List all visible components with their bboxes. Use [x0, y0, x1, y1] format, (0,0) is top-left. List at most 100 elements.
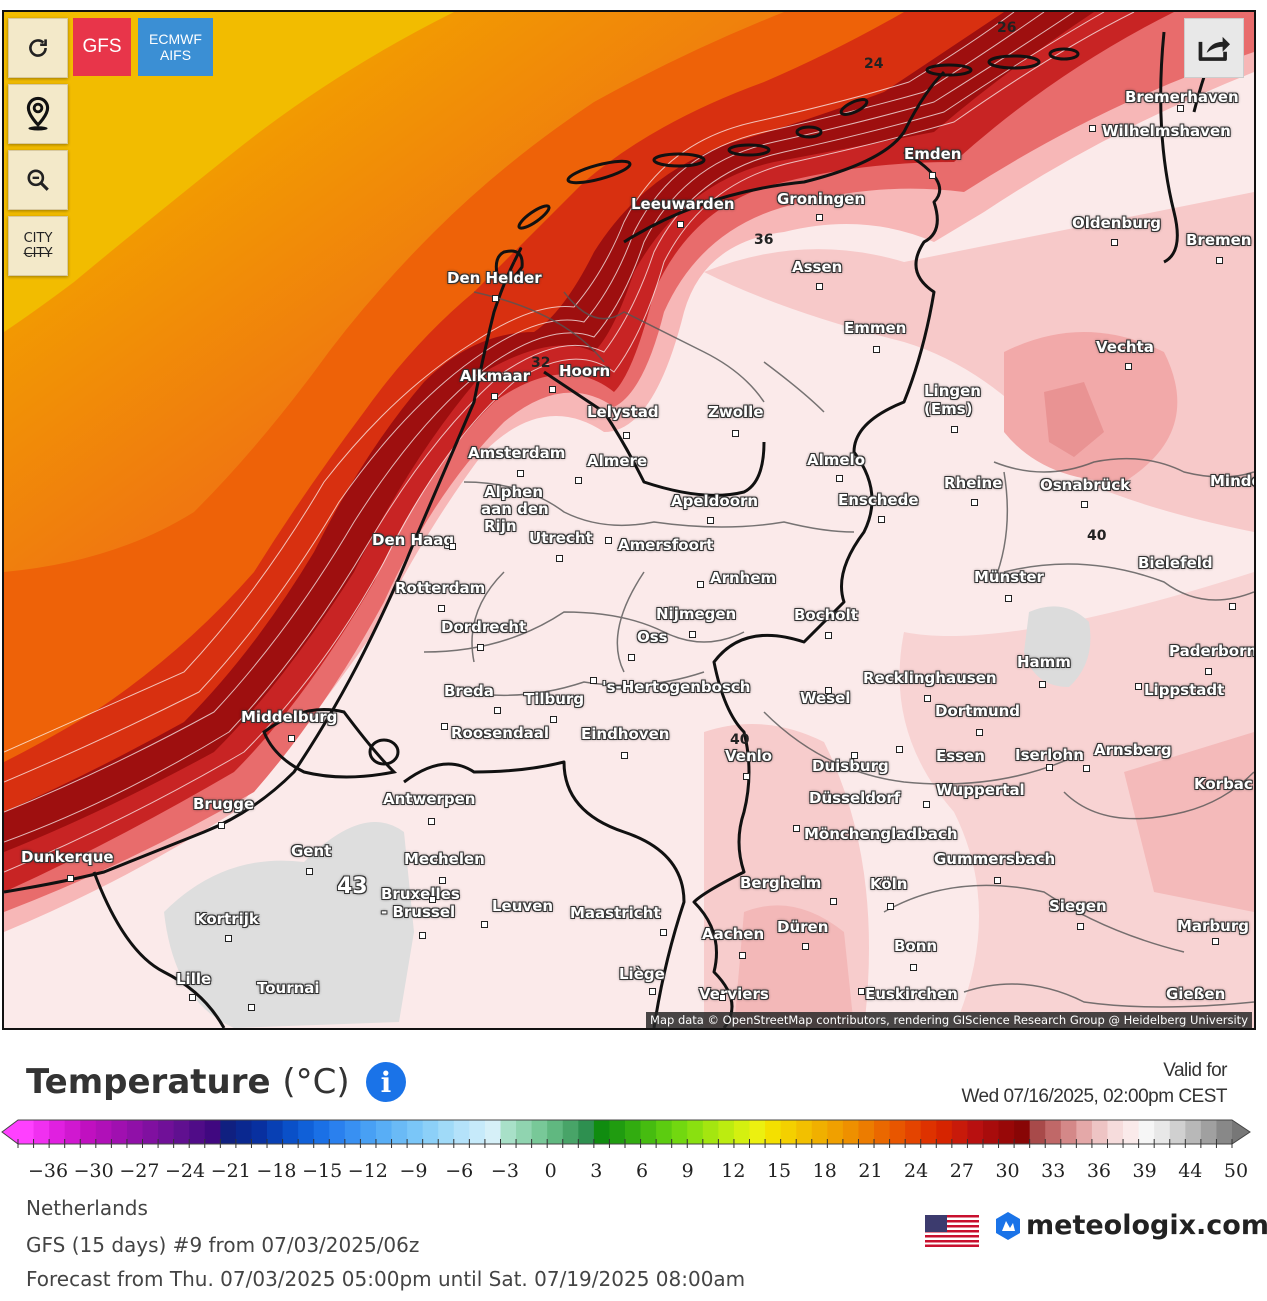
city-marker[interactable]	[677, 221, 684, 228]
city-marker[interactable]	[1083, 765, 1090, 772]
weather-map[interactable]: 26 24 36 32 40 40 43 Bremerhaven Wilhelms…	[2, 10, 1256, 1030]
city-marker[interactable]	[429, 896, 436, 903]
city-label: Oss	[637, 628, 668, 646]
share-button[interactable]	[1184, 18, 1244, 78]
city-marker[interactable]	[976, 729, 983, 736]
city-marker[interactable]	[649, 988, 656, 995]
city-marker[interactable]	[218, 822, 225, 829]
city-marker[interactable]	[550, 716, 557, 723]
scale-swatch	[609, 1120, 626, 1144]
info-icon[interactable]: i	[366, 1062, 406, 1102]
city-marker[interactable]	[439, 877, 446, 884]
city-marker[interactable]	[1229, 603, 1236, 610]
city-marker[interactable]	[438, 605, 445, 612]
city-marker[interactable]	[719, 994, 726, 1001]
meteologix-brand[interactable]: meteologix.com	[994, 1210, 1267, 1241]
city-marker[interactable]	[825, 687, 832, 694]
city-marker[interactable]	[1046, 764, 1053, 771]
city-marker[interactable]	[306, 868, 313, 875]
city-marker[interactable]	[732, 430, 739, 437]
scale-swatch	[718, 1120, 735, 1144]
city-marker[interactable]	[910, 964, 917, 971]
city-marker[interactable]	[802, 943, 809, 950]
city-marker[interactable]	[628, 654, 635, 661]
ecmwf-aifs-model-button[interactable]: ECMWF AIFS	[138, 18, 213, 76]
city-marker[interactable]	[836, 475, 843, 482]
scale-swatch	[1185, 1120, 1202, 1144]
city-marker[interactable]	[830, 898, 837, 905]
scale-tick-label: 24	[904, 1160, 928, 1182]
city-marker[interactable]	[825, 632, 832, 639]
city-marker[interactable]	[1111, 239, 1118, 246]
city-marker[interactable]	[248, 1004, 255, 1011]
city-marker[interactable]	[887, 903, 894, 910]
city-marker[interactable]	[590, 677, 597, 684]
city-marker[interactable]	[494, 707, 501, 714]
city-marker[interactable]	[1212, 938, 1219, 945]
city-marker[interactable]	[549, 386, 556, 393]
city-marker[interactable]	[491, 393, 498, 400]
city-marker[interactable]	[878, 516, 885, 523]
city-marker[interactable]	[739, 952, 746, 959]
city-marker[interactable]	[419, 932, 426, 939]
city-marker[interactable]	[1077, 923, 1084, 930]
city-marker[interactable]	[816, 214, 823, 221]
city-label: Arnhem	[710, 569, 777, 587]
city-marker[interactable]	[923, 801, 930, 808]
city-marker[interactable]	[697, 581, 704, 588]
city-marker[interactable]	[1135, 683, 1142, 690]
city-marker[interactable]	[994, 877, 1001, 884]
us-flag-icon[interactable]	[925, 1215, 979, 1247]
city-marker[interactable]	[481, 921, 488, 928]
city-marker[interactable]	[67, 875, 74, 882]
city-marker[interactable]	[1177, 105, 1184, 112]
city-marker[interactable]	[858, 988, 865, 995]
city-marker[interactable]	[621, 752, 628, 759]
city-label: Euskirchen	[865, 985, 958, 1003]
city-marker[interactable]	[428, 818, 435, 825]
city-marker[interactable]	[449, 543, 456, 550]
city-marker[interactable]	[605, 537, 612, 544]
refresh-button[interactable]	[8, 18, 68, 78]
city-marker[interactable]	[1125, 363, 1132, 370]
city-marker[interactable]	[951, 426, 958, 433]
city-marker[interactable]	[971, 499, 978, 506]
city-marker[interactable]	[492, 295, 499, 302]
city-marker[interactable]	[1089, 125, 1096, 132]
city-marker[interactable]	[793, 825, 800, 832]
city-toggle-button[interactable]: CITY CITY	[8, 216, 68, 276]
city-marker[interactable]	[1005, 595, 1012, 602]
city-marker[interactable]	[556, 555, 563, 562]
city-marker[interactable]	[575, 477, 582, 484]
city-marker[interactable]	[189, 994, 196, 1001]
city-marker[interactable]	[1216, 257, 1223, 264]
city-marker[interactable]	[707, 517, 714, 524]
city-marker[interactable]	[816, 283, 823, 290]
city-marker[interactable]	[689, 631, 696, 638]
city-marker[interactable]	[1205, 668, 1212, 675]
map-pin-icon	[26, 96, 50, 131]
scale-tick-label: −30	[74, 1160, 114, 1182]
city-marker[interactable]	[288, 735, 295, 742]
city-label: aan den	[481, 500, 549, 518]
gfs-model-button[interactable]: GFS	[73, 18, 131, 76]
city-marker[interactable]	[1039, 681, 1046, 688]
city-marker[interactable]	[225, 935, 232, 942]
city-marker[interactable]	[517, 470, 524, 477]
city-marker[interactable]	[924, 695, 931, 702]
city-marker[interactable]	[660, 929, 667, 936]
city-toggle-label: CITY	[23, 231, 53, 246]
zoom-out-button[interactable]	[8, 150, 68, 210]
city-marker[interactable]	[851, 752, 858, 759]
city-marker[interactable]	[896, 746, 903, 753]
city-label: Duisburg	[812, 757, 889, 775]
city-marker[interactable]	[873, 346, 880, 353]
city-marker[interactable]	[1081, 501, 1088, 508]
city-marker[interactable]	[743, 773, 750, 780]
location-button[interactable]	[8, 84, 68, 144]
city-marker[interactable]	[623, 432, 630, 439]
city-marker[interactable]	[929, 172, 936, 179]
city-marker[interactable]	[477, 644, 484, 651]
city-label: Arnsberg	[1094, 741, 1172, 759]
city-marker[interactable]	[441, 723, 448, 730]
